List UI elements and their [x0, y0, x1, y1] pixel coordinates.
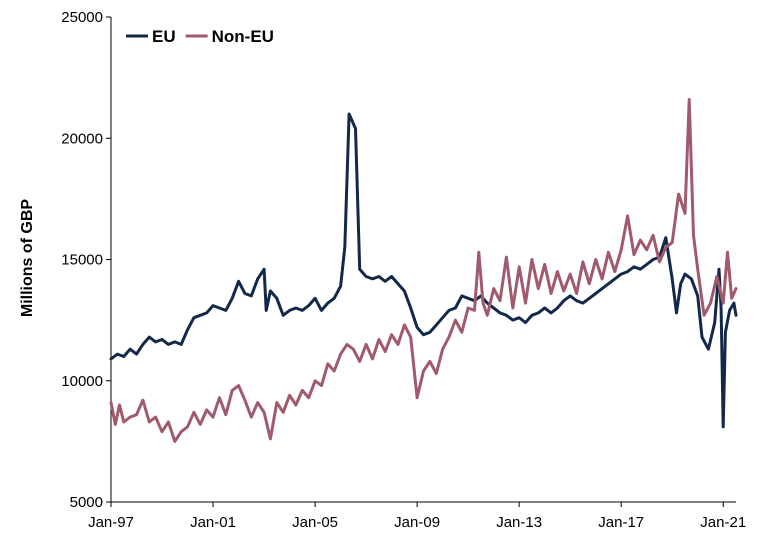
y-tick-label: 5000 [70, 494, 103, 511]
y-tick-label: 25000 [61, 9, 103, 26]
x-tick-label: Jan-21 [700, 514, 746, 531]
legend: EU Non-EU [126, 27, 274, 46]
x-tick-label: Jan-13 [496, 514, 542, 531]
x-tick-label: Jan-05 [292, 514, 338, 531]
x-tick-label: Jan-01 [190, 514, 236, 531]
legend-label: Non-EU [212, 27, 274, 46]
series-line-non-eu [109, 98, 738, 443]
series-line-eu [109, 112, 738, 429]
x-tick-label: Jan-97 [88, 514, 134, 531]
x-tick-label: Jan-09 [394, 514, 440, 531]
x-tick-label: Jan-17 [598, 514, 644, 531]
y-tick-label: 15000 [61, 252, 103, 269]
y-tick-label: 10000 [61, 373, 103, 390]
legend-label: EU [152, 27, 176, 46]
x-axis: Jan-97 Jan-01 Jan-05 Jan-09 Jan-13 Jan-17 Jan-… [88, 502, 746, 531]
y-axis-title: Millions of GBP [19, 199, 36, 318]
series-layer [109, 98, 738, 443]
y-tick-label: 20000 [61, 130, 103, 147]
y-axis: 5000 10000 15000 20000 25000 [61, 9, 111, 511]
